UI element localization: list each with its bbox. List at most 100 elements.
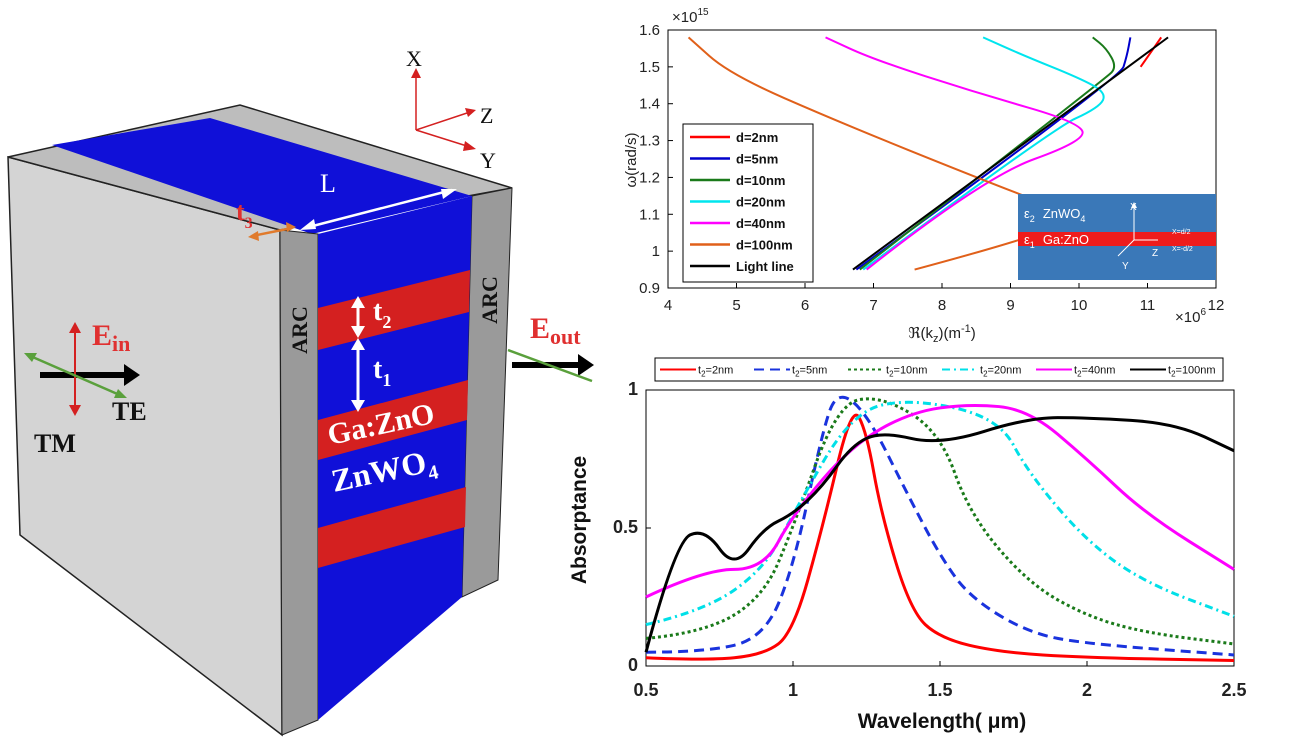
- t1-label: t1: [373, 354, 391, 390]
- y-tick-label: 1.2: [639, 169, 660, 186]
- arc-right-strip: [461, 187, 513, 598]
- x-tick-label: 5: [732, 297, 740, 314]
- t3-label: t3: [236, 197, 253, 232]
- absorptance-chart: 0.5 1 1.5 2 2.5 0 0.5 1 Wavelength( μm) Absorpt…: [568, 357, 1247, 733]
- legend-entry: Light line: [736, 259, 794, 274]
- metal-layer-3: [318, 487, 466, 568]
- arc-left-strip: [279, 229, 319, 736]
- x-tick-label: 10: [1071, 297, 1088, 314]
- series-line-5: [644, 416, 1235, 653]
- series-line-0: [645, 413, 1235, 662]
- legend-entry: d=20nm: [736, 195, 786, 210]
- x-tick-label: 1: [788, 680, 798, 700]
- t1-arrowhead-top: [351, 338, 365, 350]
- absorptance-axis-ticks: 0.5 1 1.5 2 2.5 0 0.5 1: [613, 379, 1247, 700]
- legend-entry: d=5nm: [736, 152, 778, 167]
- x-tick-label: 1.5: [927, 680, 952, 700]
- inset-z-label: Z: [1152, 248, 1158, 259]
- x-tick-label: 8: [938, 297, 946, 314]
- axis-x-label: X: [406, 46, 422, 71]
- te-polarisation-arrow: [27, 353, 123, 398]
- axis-x-arrowhead: [411, 68, 421, 78]
- absorptance-series: [644, 395, 1235, 662]
- legend-entry: t2=10nm: [886, 365, 927, 379]
- inset-y-label: Y: [1122, 261, 1129, 272]
- dispersion-y-exponent: ×1015: [672, 7, 709, 26]
- t3-arrowhead-left: [248, 231, 259, 241]
- x-tick-label: 4: [664, 297, 672, 314]
- dispersion-chart: 4 5 6 7 8 9 10 11 12 0.9 1 1.1 1.2 1.3 1.4 1.5 1.6 ×1015…: [623, 7, 1224, 345]
- input-wave-arrowhead: [124, 364, 140, 386]
- t1-arrowhead-bottom: [351, 400, 365, 412]
- dispersion-axis-ticks: 4 5 6 7 8 9 10 11 12 0.9 1 1.1 1.2 1.3 1.4 1.5 1.6: [639, 22, 1224, 314]
- series-line-3: [862, 36, 1105, 271]
- dispersion-y-label: ω(rad/s): [623, 132, 640, 187]
- inset-eps2-label: ε2 ZnWO4: [1024, 206, 1085, 224]
- dispersion-legend: d=2nm d=5nm d=10nm d=20nm d=40nm d=100nm Light…: [682, 123, 814, 283]
- absorptance-plot-frame: [645, 389, 1235, 667]
- output-wave-arrowhead: [578, 354, 594, 376]
- y-tick-label: 1.1: [639, 206, 660, 223]
- legend-entry: d=10nm: [736, 173, 786, 188]
- inset-x-label: X: [1130, 202, 1137, 213]
- te-arrowhead-right: [114, 389, 127, 398]
- axis-z-arrowhead: [465, 108, 476, 117]
- legend-entry: t2=100nm: [1168, 365, 1216, 379]
- t2-arrowhead-top: [351, 296, 365, 308]
- t3-arrowhead-right: [286, 222, 296, 232]
- t3-arrow: [251, 226, 293, 238]
- dispersion-x-label: ℜ(kz)(m-1): [908, 323, 976, 345]
- inset-metal-slab: [1018, 232, 1216, 246]
- output-polarisation-arrow: [507, 348, 593, 383]
- length-label: L: [320, 169, 336, 198]
- axis-z-arrow: [415, 111, 471, 131]
- absorptance-legend: t2=2nm t2=5nm t2=10nm t2=20nm t2=40nm t2=100n…: [654, 357, 1224, 382]
- device-schematic: ARC ARC L t3 t2 t1 Ga:ZnO ZnWO4: [7, 46, 594, 737]
- y-tick-label: 1.3: [639, 133, 660, 150]
- metal-layer-2: [318, 380, 468, 460]
- device-top-blue-strip: [52, 118, 472, 234]
- tm-label: TM: [34, 429, 76, 458]
- series-line-3: [645, 400, 1235, 627]
- dispersion-inset: ε2 ZnWO4 ε1 Ga:ZnO X Z Y X=d/2 X=-d/2: [1018, 194, 1216, 280]
- y-tick-label: 1.5: [639, 59, 660, 76]
- x-tick-label: 9: [1006, 297, 1014, 314]
- legend-entry: t2=40nm: [1074, 365, 1115, 379]
- length-arrow: [304, 188, 453, 230]
- legend-entry: d=40nm: [736, 216, 786, 231]
- axis-y-arrowhead: [463, 141, 476, 151]
- x-tick-label: 2.5: [1221, 680, 1246, 700]
- length-arrowhead-left: [300, 219, 316, 230]
- absorptance-y-label: Absorptance: [568, 456, 591, 584]
- x-tick-label: 0.5: [633, 680, 658, 700]
- y-tick-label: 1: [628, 379, 638, 399]
- y-tick-label: 1: [652, 243, 660, 260]
- dispersion-x-exponent: ×106: [1175, 307, 1206, 326]
- y-tick-label: 0.5: [613, 517, 638, 537]
- series-line-0: [1139, 36, 1163, 68]
- x-tick-label: 11: [1140, 297, 1156, 314]
- x-tick-label: 2: [1082, 680, 1092, 700]
- x-tick-label: 12: [1208, 297, 1225, 314]
- e-in-label: Ein: [92, 319, 130, 356]
- t2-label: t2: [373, 296, 391, 332]
- legend-entry: t2=5nm: [792, 365, 827, 379]
- absorptance-legend-box: [654, 357, 1224, 382]
- e-out-label: Eout: [530, 312, 581, 349]
- dispersion-legend-box: [682, 123, 814, 283]
- legend-entry: d=2nm: [736, 130, 778, 145]
- tm-arrowhead-top: [69, 322, 81, 333]
- inset-x-arrowhead: [1131, 202, 1137, 208]
- y-tick-label: 1.4: [639, 96, 660, 113]
- inset-eps1-label: ε1 Ga:ZnO: [1024, 232, 1089, 250]
- arc-left-label: ARC: [287, 306, 312, 354]
- axis-y-arrow: [415, 129, 471, 148]
- series-line-4: [645, 403, 1235, 599]
- legend-entry: d=100nm: [736, 238, 793, 253]
- inset-minus-label: X=-d/2: [1172, 246, 1193, 253]
- series-line-4: [825, 36, 1084, 271]
- x-tick-label: 7: [869, 297, 877, 314]
- y-tick-label: 0: [628, 655, 638, 675]
